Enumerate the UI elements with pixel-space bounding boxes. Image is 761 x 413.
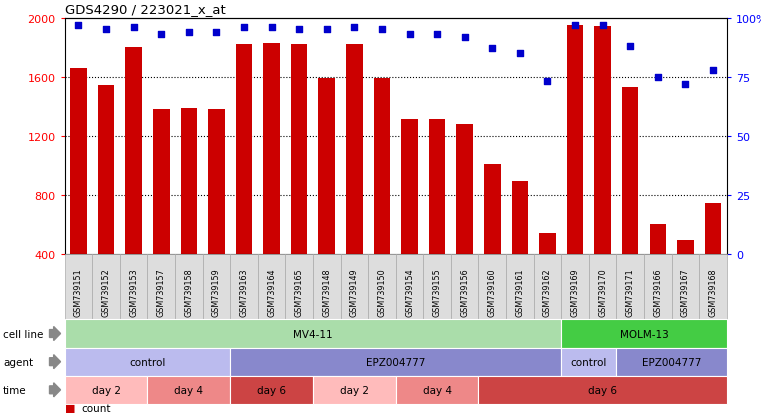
- Point: [651, 74, 664, 81]
- Point: [431, 32, 443, 38]
- Point: [128, 25, 140, 31]
- Text: GSM739160: GSM739160: [488, 268, 497, 316]
- Point: [100, 27, 112, 34]
- Point: [238, 25, 250, 31]
- Bar: [567, 26, 584, 254]
- Point: [210, 29, 222, 36]
- Text: EPZ004777: EPZ004777: [366, 357, 425, 367]
- Bar: [209, 110, 224, 254]
- Text: time: time: [3, 385, 27, 395]
- Text: ■: ■: [65, 403, 75, 413]
- Point: [320, 27, 333, 34]
- Bar: [97, 86, 114, 254]
- Point: [293, 27, 305, 34]
- Text: day 2: day 2: [91, 385, 120, 395]
- Text: GSM739163: GSM739163: [240, 268, 249, 316]
- Bar: [346, 45, 362, 254]
- Text: GSM739157: GSM739157: [157, 268, 166, 316]
- Bar: [594, 27, 611, 254]
- Text: GSM739161: GSM739161: [515, 268, 524, 316]
- Point: [514, 50, 526, 57]
- Bar: [484, 164, 501, 254]
- Text: GSM739168: GSM739168: [708, 268, 718, 316]
- Text: GSM739154: GSM739154: [405, 268, 414, 316]
- Text: count: count: [81, 403, 111, 413]
- Text: MOLM-13: MOLM-13: [619, 329, 668, 339]
- Text: GSM739164: GSM739164: [267, 268, 276, 316]
- Text: GSM739158: GSM739158: [184, 268, 193, 316]
- Text: GSM739170: GSM739170: [598, 268, 607, 316]
- Point: [266, 25, 278, 31]
- Text: cell line: cell line: [3, 329, 43, 339]
- Text: GSM739148: GSM739148: [322, 268, 331, 316]
- Bar: [539, 233, 556, 254]
- Bar: [180, 108, 197, 254]
- Bar: [263, 44, 280, 254]
- Text: GSM739162: GSM739162: [543, 268, 552, 316]
- Point: [376, 27, 388, 34]
- Text: agent: agent: [3, 357, 33, 367]
- Bar: [705, 204, 721, 254]
- Bar: [401, 120, 418, 254]
- Bar: [236, 45, 252, 254]
- Text: control: control: [571, 357, 607, 367]
- Point: [486, 46, 498, 52]
- Text: GSM739151: GSM739151: [74, 268, 83, 316]
- Text: GSM739156: GSM739156: [460, 268, 470, 316]
- Text: control: control: [129, 357, 166, 367]
- Text: day 4: day 4: [174, 385, 203, 395]
- Bar: [153, 110, 170, 254]
- Text: day 6: day 6: [588, 385, 617, 395]
- Bar: [457, 125, 473, 254]
- Text: GSM739159: GSM739159: [212, 268, 221, 316]
- Bar: [622, 88, 638, 254]
- Text: GSM739152: GSM739152: [101, 268, 110, 316]
- Point: [624, 43, 636, 50]
- Text: EPZ004777: EPZ004777: [642, 357, 702, 367]
- Text: GSM739149: GSM739149: [350, 268, 359, 316]
- Bar: [70, 69, 87, 254]
- Point: [597, 22, 609, 29]
- Point: [680, 81, 692, 88]
- Text: GSM739150: GSM739150: [377, 268, 387, 316]
- Bar: [677, 241, 694, 254]
- Text: MV4-11: MV4-11: [293, 329, 333, 339]
- Point: [183, 29, 195, 36]
- Text: day 2: day 2: [340, 385, 369, 395]
- Point: [707, 67, 719, 74]
- Point: [459, 34, 471, 41]
- Text: GSM739165: GSM739165: [295, 268, 304, 316]
- Bar: [374, 79, 390, 254]
- Text: GSM739153: GSM739153: [129, 268, 139, 316]
- Bar: [126, 48, 142, 254]
- Text: GDS4290 / 223021_x_at: GDS4290 / 223021_x_at: [65, 3, 225, 16]
- Point: [349, 25, 361, 31]
- Point: [403, 32, 416, 38]
- Point: [541, 79, 553, 85]
- Text: GSM739166: GSM739166: [653, 268, 662, 316]
- Point: [155, 32, 167, 38]
- Bar: [511, 182, 528, 254]
- Point: [72, 22, 84, 29]
- Point: [569, 22, 581, 29]
- Bar: [318, 79, 335, 254]
- Bar: [649, 225, 666, 254]
- Text: GSM739169: GSM739169: [571, 268, 580, 316]
- Text: GSM739171: GSM739171: [626, 268, 635, 316]
- Bar: [291, 45, 307, 254]
- Bar: [429, 120, 445, 254]
- Text: GSM739167: GSM739167: [681, 268, 690, 316]
- Text: day 6: day 6: [257, 385, 286, 395]
- Text: GSM739155: GSM739155: [432, 268, 441, 316]
- Text: day 4: day 4: [422, 385, 451, 395]
